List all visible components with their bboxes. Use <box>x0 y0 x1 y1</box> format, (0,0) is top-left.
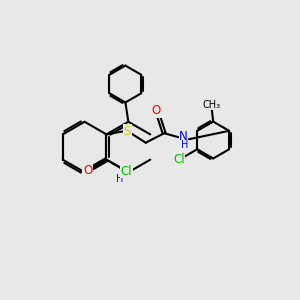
Text: N: N <box>179 130 188 143</box>
Text: CH₃: CH₃ <box>202 100 221 110</box>
Text: Cl: Cl <box>121 165 132 178</box>
Text: S: S <box>124 125 131 138</box>
Text: H: H <box>116 174 123 184</box>
Text: O: O <box>83 164 92 177</box>
Text: O: O <box>152 104 161 117</box>
Text: Cl: Cl <box>173 154 184 166</box>
Text: N: N <box>124 164 133 177</box>
Text: H: H <box>181 140 189 150</box>
